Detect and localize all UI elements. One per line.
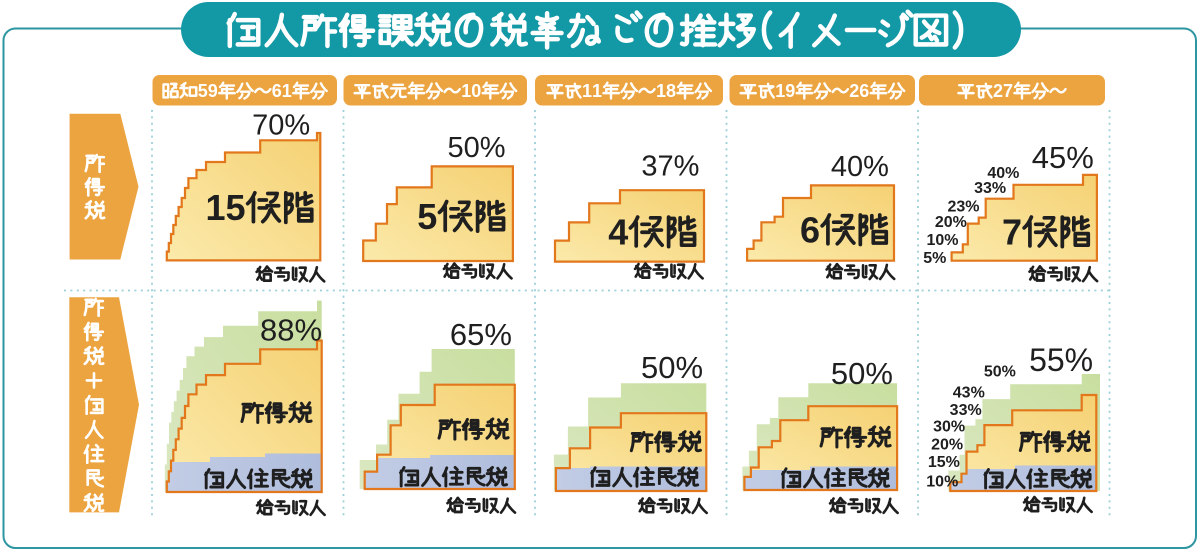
svg-text:50%: 50%	[641, 350, 703, 385]
svg-text:7: 7	[1002, 212, 1022, 253]
svg-text:5: 5	[417, 196, 437, 237]
svg-text:6: 6	[859, 81, 869, 101]
svg-text:1: 1	[775, 81, 785, 101]
svg-text:70%: 70%	[252, 109, 310, 141]
svg-text:40%: 40%	[831, 151, 889, 183]
svg-text:1: 1	[582, 81, 592, 101]
svg-text:37%: 37%	[641, 150, 699, 182]
svg-text:20%: 20%	[931, 436, 963, 453]
svg-text:50%: 50%	[984, 364, 1016, 381]
svg-text:1: 1	[205, 187, 225, 228]
svg-text:0: 0	[471, 81, 481, 101]
svg-text:9: 9	[208, 81, 218, 101]
svg-text:5: 5	[225, 187, 245, 228]
svg-text:55%: 55%	[1029, 342, 1093, 378]
svg-text:5%: 5%	[923, 250, 946, 267]
svg-text:7: 7	[1003, 81, 1013, 101]
svg-text:2: 2	[849, 81, 859, 101]
svg-text:10%: 10%	[926, 474, 958, 491]
svg-text:40%: 40%	[987, 165, 1019, 182]
svg-text:88%: 88%	[260, 313, 322, 348]
svg-text:8: 8	[666, 81, 676, 101]
svg-text:5: 5	[198, 81, 208, 101]
svg-text:33%: 33%	[974, 180, 1006, 197]
svg-text:9: 9	[785, 81, 795, 101]
svg-text:45%: 45%	[1032, 140, 1094, 175]
svg-text:6: 6	[800, 209, 820, 250]
svg-text:65%: 65%	[450, 317, 512, 352]
svg-text:1: 1	[656, 81, 666, 101]
svg-text:50%: 50%	[447, 132, 505, 164]
svg-text:33%: 33%	[950, 402, 982, 419]
svg-text:30%: 30%	[933, 419, 965, 436]
svg-text:50%: 50%	[831, 356, 893, 391]
svg-text:15%: 15%	[928, 454, 960, 471]
svg-text:20%: 20%	[935, 214, 967, 231]
svg-text:1: 1	[592, 81, 602, 101]
svg-text:1: 1	[282, 81, 292, 101]
svg-text:2: 2	[993, 81, 1003, 101]
svg-text:43%: 43%	[953, 384, 985, 401]
svg-text:6: 6	[272, 81, 282, 101]
svg-text:4: 4	[608, 212, 628, 253]
svg-text:1: 1	[461, 81, 471, 101]
svg-text:10%: 10%	[926, 232, 958, 249]
svg-text:23%: 23%	[947, 198, 979, 215]
